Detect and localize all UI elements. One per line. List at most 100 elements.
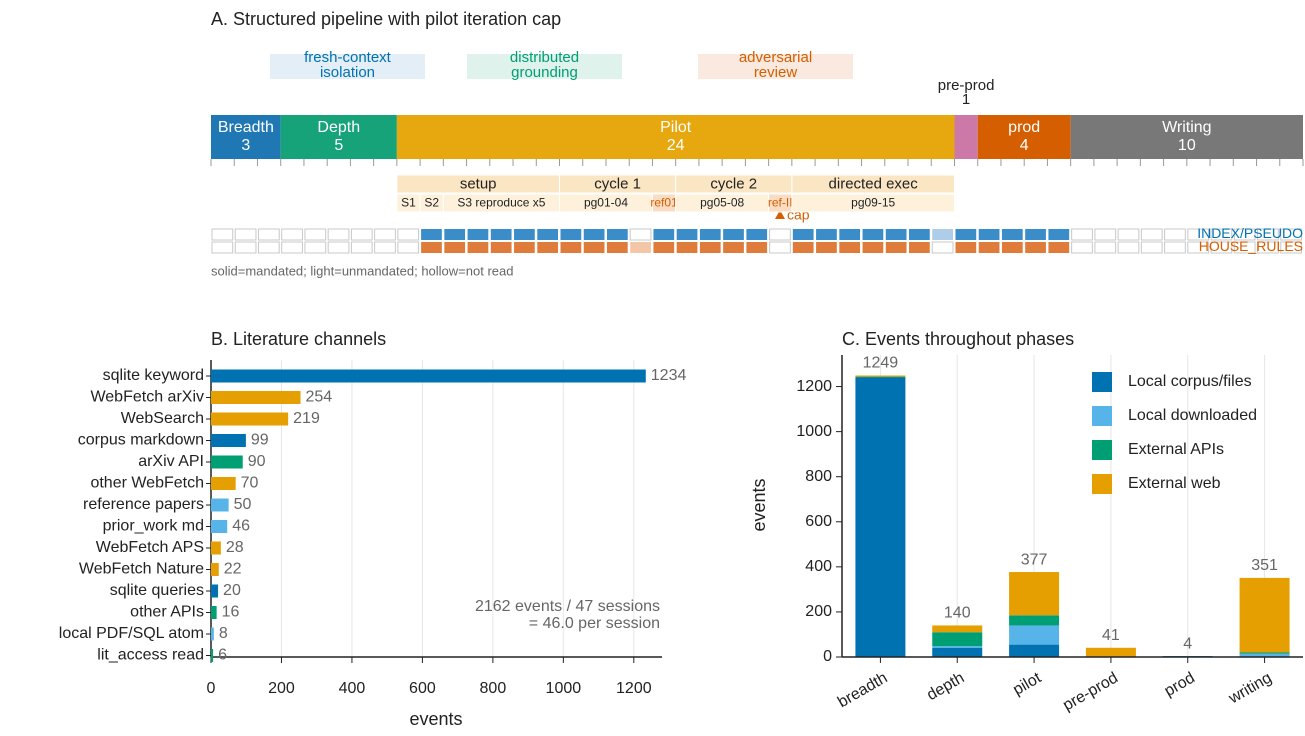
session-cell: [327, 241, 350, 254]
value-label: 99: [251, 432, 269, 449]
session-cell: [374, 241, 396, 254]
step-label: ref01: [650, 196, 678, 210]
session-cell: [1164, 228, 1186, 241]
bar: [211, 434, 246, 447]
y-tick-label: other APIs: [130, 604, 204, 621]
session-cell: [1257, 228, 1279, 241]
session-cell: [909, 229, 930, 240]
annotation-text: distributed: [510, 49, 579, 66]
legend-swatch: [1092, 440, 1112, 460]
phase-name: Pilot: [660, 119, 692, 136]
bar: [211, 455, 243, 469]
bar-segment: [1239, 652, 1290, 654]
y-tick-label: sqlite queries: [110, 582, 204, 599]
legend-label: External web: [1128, 475, 1221, 492]
session-cell: [792, 242, 814, 253]
session-cell: [583, 229, 605, 240]
session-cell: [1094, 241, 1117, 254]
bar: [211, 391, 301, 404]
panel-a-title: A. Structured pipeline with pilot iterat…: [211, 9, 561, 29]
value-label: 90: [248, 453, 266, 470]
session-cell: [281, 228, 303, 241]
x-tick-label: 1000: [546, 680, 582, 697]
bar-segment: [932, 647, 983, 657]
session-cell: [1094, 228, 1117, 241]
y-tick-label: 0: [823, 648, 832, 665]
session-cell: [909, 242, 930, 253]
annotation-text: review: [754, 64, 798, 81]
step-label: S2: [424, 196, 439, 210]
x-tick-label: breadth: [835, 669, 891, 711]
session-cell: [978, 229, 1000, 240]
legend-label: External APIs: [1128, 441, 1224, 458]
y-tick-label: 1200: [796, 378, 832, 395]
session-cell: [1257, 241, 1279, 254]
session-cell: [1071, 241, 1093, 254]
x-tick-label: depth: [924, 669, 967, 704]
session-cell: [514, 242, 535, 253]
session-cell: [816, 242, 837, 253]
session-cell: [1280, 241, 1303, 254]
value-label: 6: [218, 647, 227, 664]
y-tick-label: WebFetch arXiv: [90, 389, 204, 406]
bar-segment: [1009, 615, 1060, 626]
y-tick-label: WebFetch APS: [96, 539, 204, 556]
session-cell: [653, 229, 675, 240]
session-cell: [1280, 228, 1303, 241]
session-cell: [374, 228, 396, 241]
phase-value: 24: [667, 137, 685, 154]
bar: [211, 520, 228, 533]
session-cell: [234, 228, 257, 241]
bar-segment: [1009, 625, 1060, 645]
session-cell: [676, 229, 698, 240]
phase-value: 3: [241, 137, 250, 154]
session-cell: [792, 229, 814, 240]
x-tick-label: pilot: [1010, 669, 1044, 699]
session-cell: [281, 241, 303, 254]
session-cell: [606, 229, 628, 240]
session-cell: [1071, 228, 1093, 241]
session-cell: [397, 241, 420, 254]
session-cell: [769, 228, 791, 241]
session-cell: [350, 241, 373, 254]
session-cell: [629, 228, 652, 241]
session-cell: [211, 228, 234, 241]
legend-swatch: [1092, 372, 1112, 392]
bar-segment: [855, 376, 906, 378]
y-tick-label: WebFetch Nature: [79, 561, 204, 578]
session-cell: [1210, 228, 1233, 241]
bar-segment: [1009, 572, 1060, 616]
total-label: 1249: [863, 355, 899, 372]
session-cell: [444, 229, 466, 240]
subphase-label: cycle 2: [710, 175, 757, 192]
session-cell: [1233, 241, 1256, 254]
session-cell: [862, 242, 884, 253]
legend-label: Local downloaded: [1128, 407, 1257, 424]
y-tick-label: prior_work md: [103, 518, 204, 535]
session-cell: [257, 241, 280, 254]
session-cell: [560, 242, 582, 253]
session-cell: [630, 242, 651, 253]
session-cell: [1048, 242, 1070, 253]
session-cell: [932, 229, 953, 240]
session-cell: [560, 229, 582, 240]
session-cell: [1164, 241, 1186, 254]
x-tick-label: 0: [207, 680, 216, 697]
session-cell: [1001, 229, 1023, 240]
session-cell: [490, 242, 512, 253]
bar: [211, 369, 646, 383]
value-label: 16: [222, 604, 240, 621]
row-label: HOUSE_RULES: [1199, 238, 1303, 254]
annotation-text: adversarial: [739, 49, 812, 66]
y-tick-label: other WebFetch: [90, 475, 204, 492]
value-label: 20: [223, 582, 241, 599]
phase-bar: [396, 115, 955, 159]
row-label: INDEX/PSEUDO: [1197, 225, 1303, 241]
bar: [211, 541, 221, 555]
step-label: S1: [401, 196, 416, 210]
x-tick-label: prod: [1162, 669, 1198, 700]
phase-bar: [954, 115, 978, 159]
subphase-label: directed exec: [829, 175, 919, 192]
session-cell: [699, 242, 721, 253]
phase-value: 4: [1020, 137, 1029, 154]
